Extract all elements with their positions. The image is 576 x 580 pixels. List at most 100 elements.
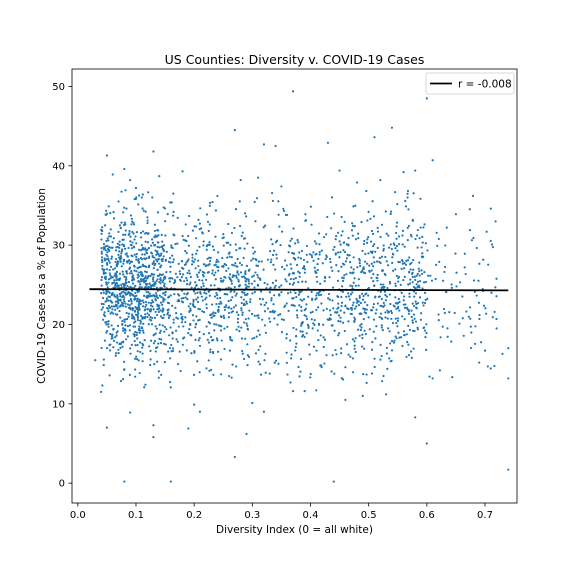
data-point xyxy=(305,332,308,335)
data-point xyxy=(244,280,247,283)
data-point xyxy=(182,296,185,300)
data-point xyxy=(334,311,337,314)
data-point xyxy=(238,200,241,203)
data-point xyxy=(209,351,212,354)
data-point xyxy=(219,315,223,318)
data-point xyxy=(415,283,418,286)
data-point xyxy=(245,287,248,290)
data-point xyxy=(408,282,412,285)
data-point xyxy=(147,323,150,326)
data-point xyxy=(380,286,383,289)
data-point xyxy=(266,283,269,286)
data-point xyxy=(117,302,120,305)
data-point xyxy=(291,297,294,300)
data-point xyxy=(123,275,126,278)
data-point xyxy=(169,261,172,264)
data-point xyxy=(141,230,145,233)
data-point xyxy=(370,269,373,272)
data-point xyxy=(302,258,306,262)
data-point xyxy=(144,305,147,308)
data-point xyxy=(351,285,354,288)
data-point xyxy=(205,248,208,251)
data-point xyxy=(227,316,230,319)
data-point xyxy=(128,229,131,233)
data-point xyxy=(244,270,247,273)
data-point xyxy=(392,269,395,272)
data-point xyxy=(217,260,220,263)
data-point xyxy=(195,315,198,318)
data-point xyxy=(196,275,199,278)
data-point xyxy=(369,240,373,243)
data-point xyxy=(173,279,176,282)
data-point xyxy=(180,321,184,324)
data-point xyxy=(148,264,151,267)
data-point xyxy=(167,308,170,311)
data-point xyxy=(229,273,232,276)
data-point xyxy=(156,296,160,300)
data-point xyxy=(224,306,227,309)
data-point xyxy=(312,345,316,348)
data-point xyxy=(473,290,476,294)
data-point xyxy=(339,320,342,323)
data-point xyxy=(105,291,108,294)
data-point xyxy=(238,261,242,265)
data-point xyxy=(207,229,210,233)
data-point xyxy=(126,261,129,264)
data-point xyxy=(273,317,276,320)
data-point xyxy=(172,192,175,195)
data-point xyxy=(298,304,301,307)
data-point xyxy=(472,236,475,240)
data-point xyxy=(349,293,352,296)
data-point xyxy=(171,277,174,280)
data-point xyxy=(171,246,174,250)
data-point xyxy=(115,265,119,268)
data-point xyxy=(179,272,182,275)
data-point xyxy=(131,220,134,223)
y-axis-label: COVID-19 Cases as a % of Population xyxy=(36,188,48,384)
data-point xyxy=(107,281,110,284)
data-point xyxy=(143,339,146,342)
data-point xyxy=(416,302,420,305)
data-point xyxy=(147,246,151,250)
data-point xyxy=(313,266,316,269)
data-point xyxy=(257,348,260,351)
data-point xyxy=(342,321,345,324)
data-point xyxy=(372,318,376,321)
data-point xyxy=(205,292,208,295)
data-point xyxy=(163,313,166,316)
data-point xyxy=(323,280,326,283)
data-point xyxy=(218,302,221,305)
data-point xyxy=(304,280,307,283)
data-point xyxy=(329,260,332,264)
data-point xyxy=(264,224,267,227)
data-point xyxy=(299,370,302,373)
data-point xyxy=(347,292,350,295)
data-point xyxy=(119,295,122,298)
data-point xyxy=(225,304,228,307)
data-point xyxy=(191,304,195,307)
data-point xyxy=(312,322,315,325)
data-point xyxy=(313,240,317,243)
data-point xyxy=(152,334,155,337)
data-point xyxy=(133,309,137,313)
data-point xyxy=(262,226,265,229)
data-point xyxy=(425,331,428,335)
data-point xyxy=(154,292,158,295)
data-point xyxy=(161,324,164,327)
data-point xyxy=(171,332,174,335)
data-point xyxy=(487,263,490,266)
data-point xyxy=(121,345,124,348)
data-point xyxy=(198,245,201,248)
data-point xyxy=(288,282,291,285)
data-point xyxy=(221,256,224,260)
data-point xyxy=(246,343,249,346)
data-point xyxy=(193,351,196,354)
data-point xyxy=(130,272,133,275)
data-point xyxy=(111,246,114,249)
data-point xyxy=(102,242,106,246)
data-point xyxy=(392,304,395,307)
data-point xyxy=(364,252,367,256)
data-point xyxy=(374,337,377,340)
data-point xyxy=(253,286,256,289)
data-point xyxy=(145,271,148,274)
